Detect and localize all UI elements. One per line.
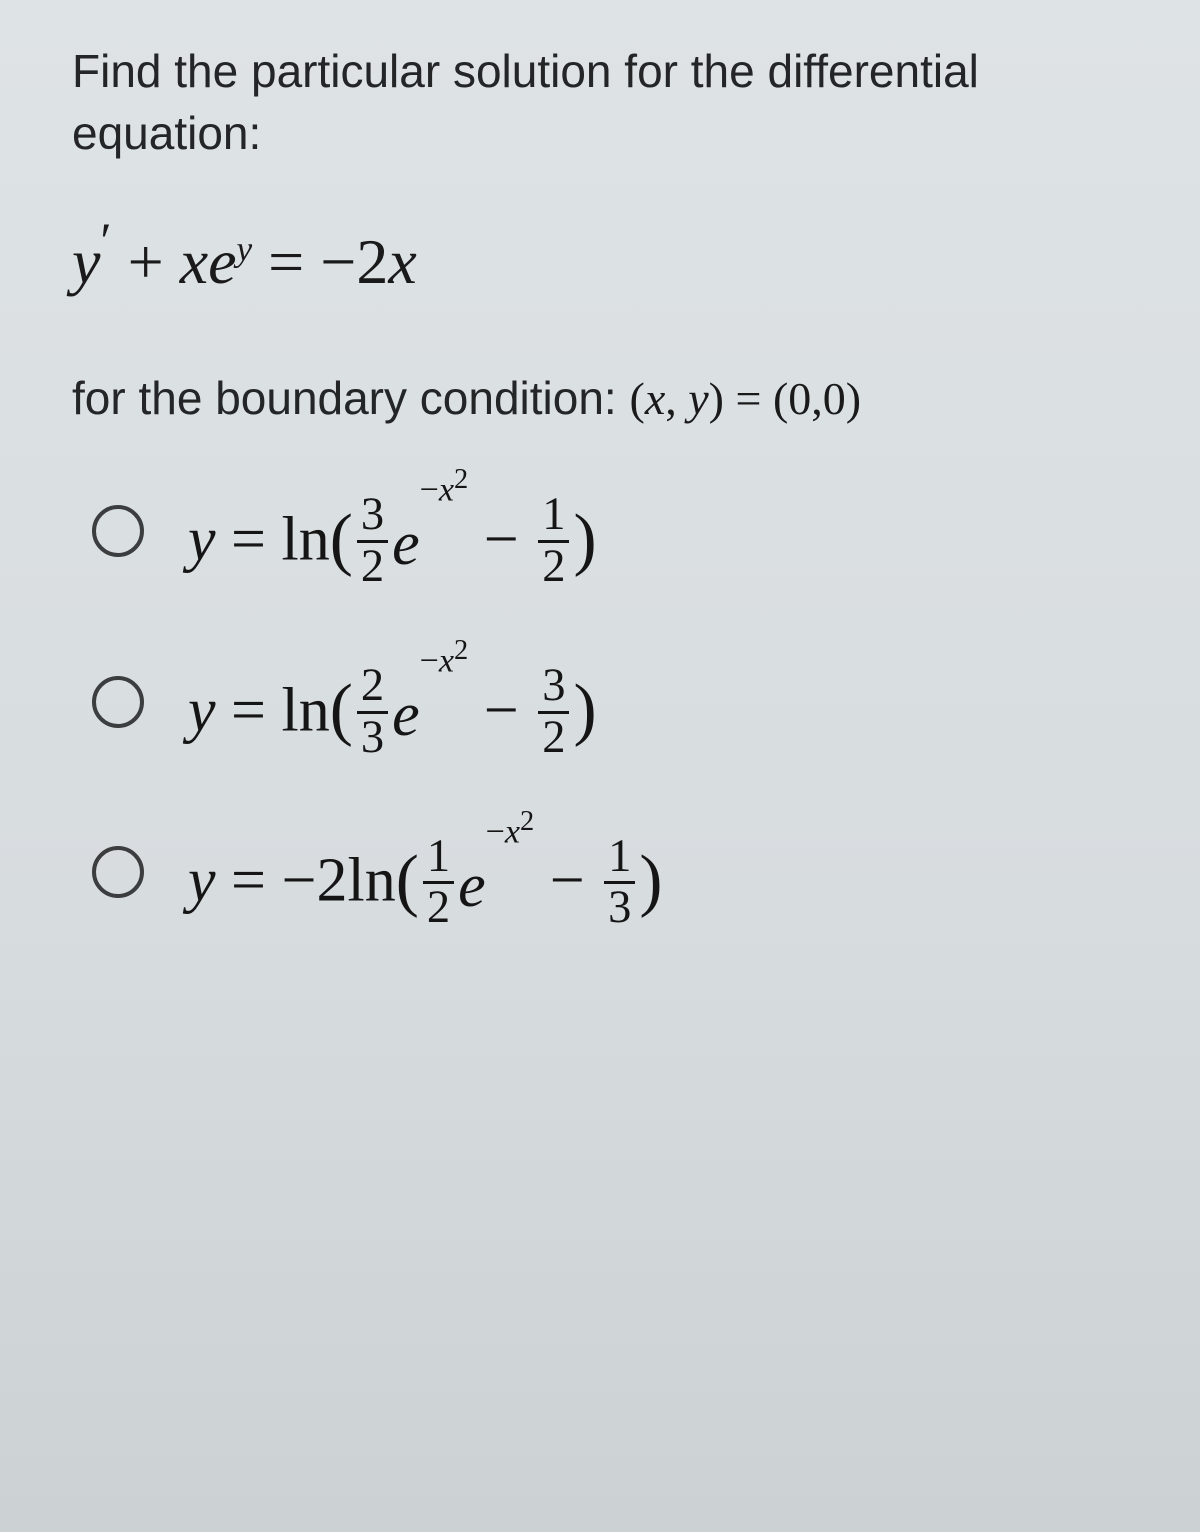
cond-rhs: (0,0) xyxy=(773,373,861,424)
opt2-e: e xyxy=(392,681,420,749)
opt3-rparen: ) xyxy=(639,842,662,919)
opt3-y: y xyxy=(188,847,216,915)
option-2[interactable]: y = ln(23e−x2 − 32) xyxy=(92,666,1136,767)
opt3-exp: −x2 xyxy=(486,806,535,851)
opt1-rparen: ) xyxy=(573,501,596,578)
option-2-equation: y = ln(23e−x2 − 32) xyxy=(188,666,597,767)
cond-eq: = xyxy=(724,373,773,424)
prompt-line-2: equation: xyxy=(72,107,261,159)
opt3-frac2: 13 xyxy=(604,833,635,934)
opt2-exp: −x2 xyxy=(420,635,469,680)
opt2-frac1: 23 xyxy=(357,662,388,763)
opt3-lparen: ( xyxy=(396,842,419,919)
boundary-condition: for the boundary condition: (x, y) = (0,… xyxy=(72,371,1136,425)
opt2-exp-2: 2 xyxy=(454,635,468,666)
cond-open: ( xyxy=(629,373,644,424)
opt3-minus: − xyxy=(534,847,600,915)
opt3-exp-2: 2 xyxy=(520,806,534,837)
opt3-ln: ln xyxy=(347,847,395,915)
opt3-exp-neg: − xyxy=(486,813,505,850)
opt1-e: e xyxy=(392,510,420,578)
opt2-frac1-num: 2 xyxy=(357,662,388,711)
opt1-eq: = xyxy=(216,506,282,574)
eqn-rhs: −2 xyxy=(320,226,388,297)
opt3-frac1-num: 1 xyxy=(423,833,454,882)
opt1-frac1-den: 2 xyxy=(357,540,388,592)
opt2-exp-x: x xyxy=(439,642,454,679)
radio-icon[interactable] xyxy=(92,676,144,728)
cond-comma: , xyxy=(665,373,688,424)
opt1-y: y xyxy=(188,506,216,574)
opt2-frac1-den: 3 xyxy=(357,711,388,763)
opt3-frac1: 12 xyxy=(423,833,454,934)
question-prompt: Find the particular solution for the dif… xyxy=(72,40,1136,164)
prompt-line-1: Find the particular solution for the dif… xyxy=(72,45,979,97)
radio-icon[interactable] xyxy=(92,846,144,898)
opt2-ln: ln xyxy=(282,676,330,744)
opt1-frac2: 12 xyxy=(538,491,569,592)
opt3-e: e xyxy=(458,852,486,920)
opt3-coef: 2 xyxy=(316,847,347,915)
opt2-exp-neg: − xyxy=(420,642,439,679)
cond-y: y xyxy=(688,373,708,424)
opt3-frac1-den: 2 xyxy=(423,881,454,933)
eqn-plus: + xyxy=(112,226,180,297)
cond-x: x xyxy=(645,373,665,424)
eqn-x: x xyxy=(180,226,208,297)
opt3-exp-x: x xyxy=(505,813,520,850)
option-1-equation: y = ln(32e−x2 − 12) xyxy=(188,495,597,596)
eqn-y: y xyxy=(72,226,100,297)
opt2-minus: − xyxy=(468,676,534,744)
opt1-exp-neg: − xyxy=(420,472,439,509)
eqn-exp-y: y xyxy=(237,230,253,269)
opt2-frac2-den: 2 xyxy=(538,711,569,763)
opt1-exp-2: 2 xyxy=(454,464,468,495)
opt3-neg: − xyxy=(282,847,317,915)
differential-equation: y′ + xey = −2x xyxy=(72,224,1136,301)
opt3-eq: = xyxy=(216,847,282,915)
opt1-lparen: ( xyxy=(330,501,353,578)
opt1-minus: − xyxy=(468,506,534,574)
opt1-exp: −x2 xyxy=(420,464,469,509)
opt2-frac2-num: 3 xyxy=(538,662,569,711)
radio-icon[interactable] xyxy=(92,505,144,557)
question-page: Find the particular solution for the dif… xyxy=(0,0,1200,1532)
option-1[interactable]: y = ln(32e−x2 − 12) xyxy=(92,495,1136,596)
answer-options: y = ln(32e−x2 − 12) y = ln(23e−x2 − 32) … xyxy=(92,495,1136,937)
opt1-frac1-num: 3 xyxy=(357,491,388,540)
opt2-frac2: 32 xyxy=(538,662,569,763)
condition-prefix: for the boundary condition: xyxy=(72,372,629,424)
opt3-frac2-den: 3 xyxy=(604,881,635,933)
cond-close: ) xyxy=(709,373,724,424)
opt2-eq: = xyxy=(216,676,282,744)
eqn-eq: = xyxy=(252,226,320,297)
eqn-rhs-x: x xyxy=(388,226,416,297)
eqn-e: e xyxy=(208,226,236,297)
option-3[interactable]: y = −2ln(12e−x2 − 13) xyxy=(92,836,1136,937)
opt3-frac2-num: 1 xyxy=(604,833,635,882)
opt1-frac2-den: 2 xyxy=(538,540,569,592)
option-3-equation: y = −2ln(12e−x2 − 13) xyxy=(188,836,663,937)
opt1-exp-x: x xyxy=(439,472,454,509)
opt1-frac2-num: 1 xyxy=(538,491,569,540)
opt1-frac1: 32 xyxy=(357,491,388,592)
opt2-y: y xyxy=(188,676,216,744)
opt2-lparen: ( xyxy=(330,671,353,748)
opt1-ln: ln xyxy=(282,506,330,574)
opt2-rparen: ) xyxy=(573,671,596,748)
eqn-prime: ′ xyxy=(100,213,111,270)
